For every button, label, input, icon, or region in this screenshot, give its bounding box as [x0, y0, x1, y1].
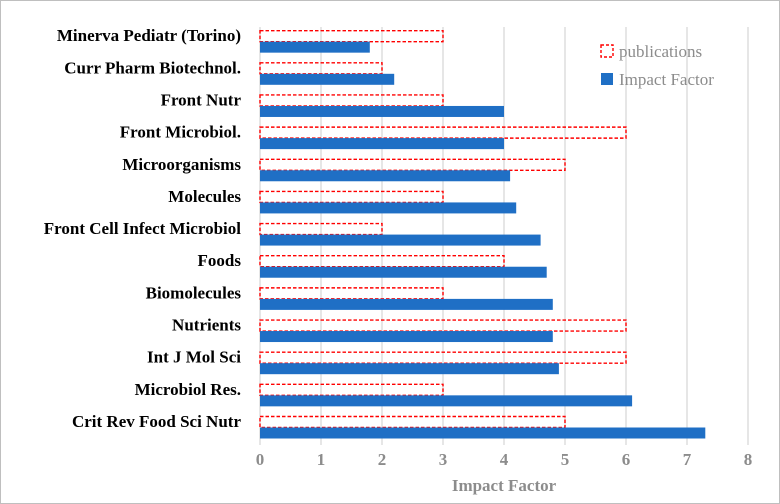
- bar-publications-microbiol-res: [259, 383, 444, 397]
- legend-swatch-publications: [600, 44, 614, 58]
- x-tick-7: 7: [683, 450, 692, 469]
- bar-impact-factor-nutrients: [260, 331, 553, 343]
- bar-publications-biomolecules: [259, 287, 444, 300]
- x-tick-5: 5: [561, 450, 570, 469]
- bar-publications-molecules: [259, 190, 444, 204]
- bar-impact-factor-front-nutr: [260, 105, 504, 117]
- category-label-nutrients: Nutrients: [172, 316, 241, 335]
- x-tick-6: 6: [622, 450, 631, 469]
- legend-label-impact-factor: Impact Factor: [619, 70, 714, 89]
- bar-publications-crit-rev-food-sci-nutr: [259, 415, 566, 429]
- bar-publications-int-j-mol-sci: [259, 351, 627, 364]
- bar-impact-factor-curr-pharm-biotechnol: [260, 73, 395, 85]
- bar-publications-front-microbiol: [259, 126, 627, 139]
- bar-impact-factor-microorganisms: [260, 170, 511, 182]
- x-tick-0: 0: [256, 450, 265, 469]
- bar-publications-microorganisms: [259, 158, 566, 171]
- category-label-front-nutr: Front Nutr: [161, 90, 242, 109]
- bar-impact-factor-front-cell-infect-microbiol: [260, 234, 541, 246]
- category-label-int-j-mol-sci: Int J Mol Sci: [147, 348, 241, 367]
- legend: publications Impact Factor: [600, 42, 714, 89]
- x-tick-8: 8: [744, 450, 753, 469]
- x-tick-1: 1: [317, 450, 326, 469]
- category-labels: Crit Rev Food Sci Nutr Microbiol Res. Int …: [44, 26, 242, 431]
- bar-impact-factor-minerva-pediatr-torino: [260, 41, 370, 53]
- category-label-microbiol-res: Microbiol Res.: [135, 380, 241, 399]
- bars: [259, 29, 706, 439]
- x-axis-title: Impact Factor: [452, 476, 557, 495]
- x-tick-4: 4: [500, 450, 509, 469]
- bar-impact-factor-crit-rev-food-sci-nutr: [260, 427, 706, 439]
- bar-impact-factor-foods: [260, 266, 547, 278]
- category-label-microorganisms: Microorganisms: [122, 155, 241, 174]
- category-label-front-microbiol: Front Microbiol.: [120, 123, 241, 142]
- category-label-foods: Foods: [198, 251, 242, 270]
- legend-swatch-impact-factor: [601, 73, 613, 85]
- x-tick-3: 3: [439, 450, 448, 469]
- category-label-minerva-pediatr-torino: Minerva Pediatr (Torino): [57, 26, 241, 45]
- bar-publications-nutrients: [259, 319, 627, 332]
- x-tick-labels: 0 1 2 3 4 5 6 7 8: [256, 450, 753, 469]
- legend-label-publications: publications: [619, 42, 702, 61]
- category-label-crit-rev-food-sci-nutr: Crit Rev Food Sci Nutr: [72, 412, 241, 431]
- category-label-molecules: Molecules: [168, 187, 241, 206]
- bar-impact-factor-int-j-mol-sci: [260, 363, 559, 375]
- category-label-front-cell-infect-microbiol: Front Cell Infect Microbiol: [44, 219, 241, 238]
- category-label-biomolecules: Biomolecules: [146, 283, 242, 302]
- category-label-curr-pharm-biotechnol: Curr Pharm Biotechnol.: [64, 58, 241, 77]
- bar-impact-factor-front-microbiol: [260, 138, 504, 150]
- bar-impact-factor-microbiol-res: [260, 395, 633, 407]
- x-tick-2: 2: [378, 450, 387, 469]
- bar-impact-factor-molecules: [260, 202, 517, 214]
- bar-impact-factor-biomolecules: [260, 298, 553, 310]
- bar-publications-front-nutr: [259, 94, 444, 107]
- bar-publications-minerva-pediatr-torino: [259, 29, 444, 43]
